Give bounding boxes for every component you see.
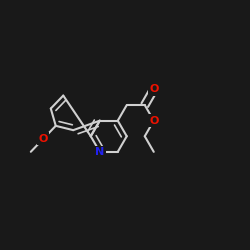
Text: O: O [149,84,158,94]
Text: O: O [38,134,48,144]
Text: N: N [95,147,104,157]
Text: O: O [149,116,158,126]
